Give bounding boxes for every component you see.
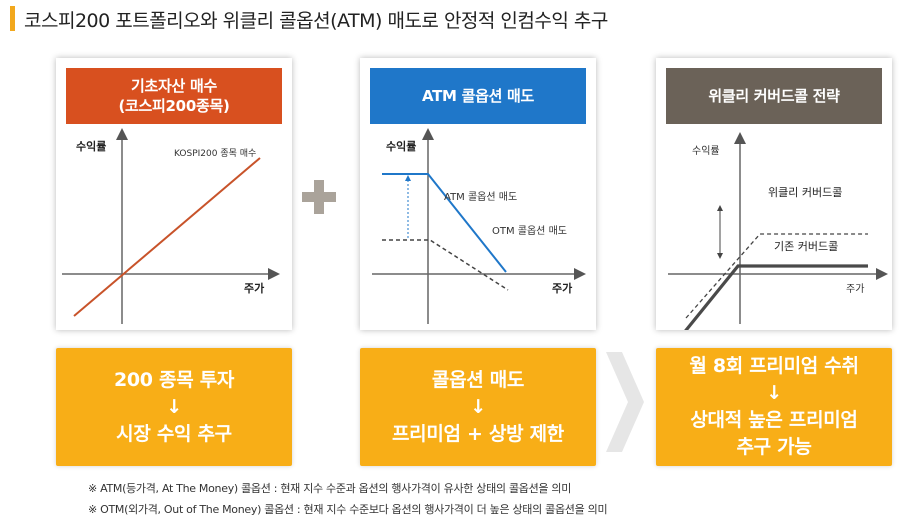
summary-line2: 시장 수익 추구 <box>116 422 232 445</box>
summary-box-atm: 콜옵션 매도 ↓ 프리미엄 + 상방 제한 <box>360 348 596 466</box>
summary-box-underlying: 200 종목 투자 ↓ 시장 수익 추구 <box>56 348 292 466</box>
weekly-covered-call-label: 위클리 커버드콜 <box>768 186 842 199</box>
summary-line1: 200 종목 투자 <box>113 368 235 391</box>
summary-line3: 추구 가능 <box>736 436 812 458</box>
chart-atm: 수익률 주가 ATM 콜옵션 매도 OTM 콜옵션 매도 <box>372 128 586 324</box>
atm-call-label: ATM 콜옵션 매도 <box>444 191 517 203</box>
down-arrow-icon: ↓ <box>766 382 782 404</box>
footnote-otm: ※ OTM(외가격, Out of The Money) 콜옵션 : 현재 지수… <box>88 503 608 516</box>
y-axis-label: 수익률 <box>692 145 720 157</box>
chart-underlying: 수익률 주가 KOSPI200 종목 매수 <box>62 128 280 324</box>
summary-line2: 상대적 높은 프리미엄 <box>690 409 858 431</box>
chart-weekly: 수익률 주가 위클리 커버드콜 기존 커버드콜 <box>668 132 888 330</box>
summary-line2: 프리미엄 + 상방 제한 <box>391 422 564 445</box>
panel-atm-call-sell: ATM 콜옵션 매도 수익률 주가 ATM 콜옵션 매도 OTM 콜옵션 매도 <box>360 58 596 330</box>
chevron-right-icon <box>606 352 644 452</box>
x-axis-label: 주가 <box>244 281 264 295</box>
panel-header-weekly: 위클리 커버드콜 전략 <box>666 68 882 124</box>
kospi200-line-label: KOSPI200 종목 매수 <box>174 148 256 159</box>
x-axis-label: 주가 <box>846 283 864 295</box>
footnotes: ※ ATM(등가격, At The Money) 콜옵션 : 현재 지수 수준과… <box>88 478 608 520</box>
page-title: 코스피200 포트폴리오와 위클리 콜옵션(ATM) 매도로 안정적 인컴수익 … <box>24 10 608 32</box>
y-axis-label: 수익률 <box>76 140 106 153</box>
panel-header-atm: ATM 콜옵션 매도 <box>370 68 586 124</box>
basic-covered-call-label: 기존 커버드콜 <box>774 240 838 253</box>
otm-call-payoff <box>382 239 509 291</box>
panel-header-line1: 기초자산 매수 <box>131 77 217 95</box>
footnote-atm: ※ ATM(등가격, At The Money) 콜옵션 : 현재 지수 수준과… <box>88 482 572 495</box>
y-axis-label: 수익률 <box>386 140 416 153</box>
otm-call-label: OTM 콜옵션 매도 <box>492 225 567 237</box>
title-accent-bar <box>10 6 15 31</box>
panel-underlying-buy: 기초자산 매수 (코스피200종목) 수익률 주가 KOSPI200 종목 매수 <box>56 58 292 330</box>
panel-weekly-covered-call: 위클리 커버드콜 전략 수익률 주가 위클리 커버드콜 기존 커버드콜 <box>656 58 892 330</box>
atm-call-payoff <box>382 173 507 273</box>
summary-box-weekly: 월 8회 프리미엄 수취 ↓ 상대적 높은 프리미엄 추구 가능 <box>656 348 892 466</box>
plus-icon <box>302 180 336 214</box>
x-axis-label: 주가 <box>552 281 572 295</box>
basic-covered-call <box>685 233 868 319</box>
summary-line1: 월 8회 프리미엄 수취 <box>689 355 859 377</box>
down-arrow-icon: ↓ <box>470 395 486 418</box>
weekly-covered-call <box>684 264 868 330</box>
panel-header-underlying: 기초자산 매수 (코스피200종목) <box>66 68 282 124</box>
down-arrow-icon: ↓ <box>166 395 182 418</box>
panel-header-line2: (코스피200종목) <box>118 97 230 115</box>
kospi200-line <box>73 157 261 317</box>
summary-line1: 콜옵션 매도 <box>431 368 525 391</box>
